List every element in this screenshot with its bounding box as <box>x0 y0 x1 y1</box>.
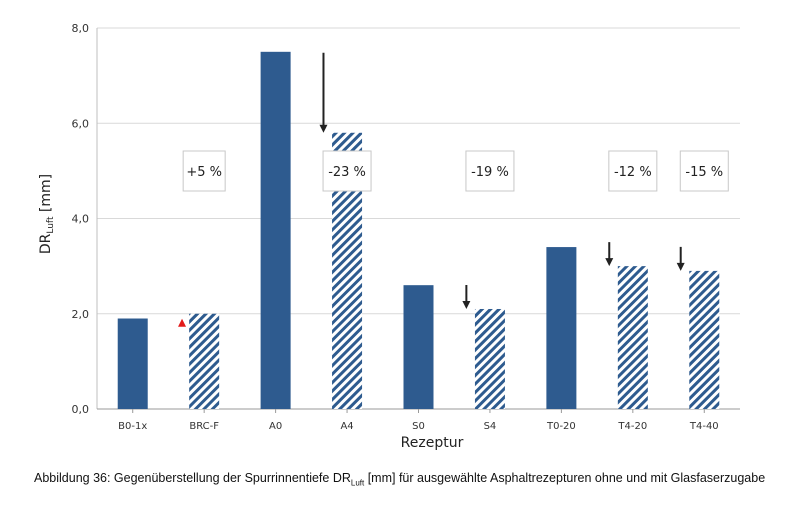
annotation-box <box>182 150 226 192</box>
arrow-head-icon <box>605 258 614 267</box>
bar-t4-20 <box>617 266 648 409</box>
annotations: +5 % -23 % -19 % -12 % -15 % <box>178 52 729 327</box>
annotation-label: -19 % <box>471 165 509 180</box>
y-tick-label: 4,0 <box>72 213 90 226</box>
x-tick-label: T4-40 <box>689 421 719 432</box>
bar-t4-40 <box>689 270 720 409</box>
x-axis: B0-1x BRC-F A0 A4 S0 S4 T0-20 T4-20 T4-40 <box>118 409 719 432</box>
x-tick-label: S0 <box>412 421 425 432</box>
bar-a0 <box>260 51 291 409</box>
annotation-label: -12 % <box>614 165 652 180</box>
caption-suffix: [mm] für ausgewählte Asphaltrezepturen o… <box>364 471 766 485</box>
y-tick-label: 2,0 <box>72 308 90 321</box>
arrow-head-icon <box>676 262 685 271</box>
bar-t0-20 <box>546 247 577 409</box>
x-tick-label: A4 <box>340 421 353 432</box>
bar-s0 <box>403 285 434 409</box>
annotation-box <box>465 150 515 192</box>
arrow-head-icon <box>319 124 328 133</box>
bars <box>117 51 720 409</box>
bar-brc-f <box>189 313 220 409</box>
caption-sub: Luft <box>350 478 365 488</box>
figure-caption: Abbildung 36: Gegenüberstellung der Spur… <box>34 470 774 492</box>
annotation-box <box>679 150 729 192</box>
bar-s4 <box>474 308 505 409</box>
y-axis-title: DRLuft [mm] <box>38 174 56 254</box>
bar-chart: +5 % -23 % -19 % -12 % -15 % 0,0 2,0 4,0 6,0 8,0… <box>38 22 740 451</box>
x-tick-label: A0 <box>269 421 282 432</box>
annotation-label: -15 % <box>685 165 723 180</box>
caption-prefix: Abbildung 36: Gegenüberstellung der Spur… <box>34 471 351 485</box>
annotation-label: +5 % <box>186 165 222 180</box>
y-tick-label: 8,0 <box>72 22 90 35</box>
annotation-label: -23 % <box>328 165 366 180</box>
x-tick-label: BRC-F <box>189 421 219 432</box>
annotation-box <box>322 150 372 192</box>
y-axis-title-main: DR <box>38 233 54 254</box>
arrow-head-icon <box>462 300 471 309</box>
annotation-box <box>608 150 658 192</box>
up-triangle-icon <box>178 318 187 327</box>
bar-b0-1x <box>117 318 148 409</box>
y-axis: 0,0 2,0 4,0 6,0 8,0 <box>72 22 90 416</box>
x-axis-title: Rezeptur <box>401 435 464 451</box>
y-axis-title-unit: [mm] <box>38 174 54 217</box>
y-tick-label: 6,0 <box>72 117 90 130</box>
x-tick-label: T4-20 <box>617 421 647 432</box>
x-tick-label: T0-20 <box>546 421 576 432</box>
y-tick-label: 0,0 <box>72 403 90 416</box>
x-tick-label: B0-1x <box>118 421 147 432</box>
y-axis-title-sub: Luft <box>46 216 56 234</box>
x-tick-label: S4 <box>484 421 497 432</box>
